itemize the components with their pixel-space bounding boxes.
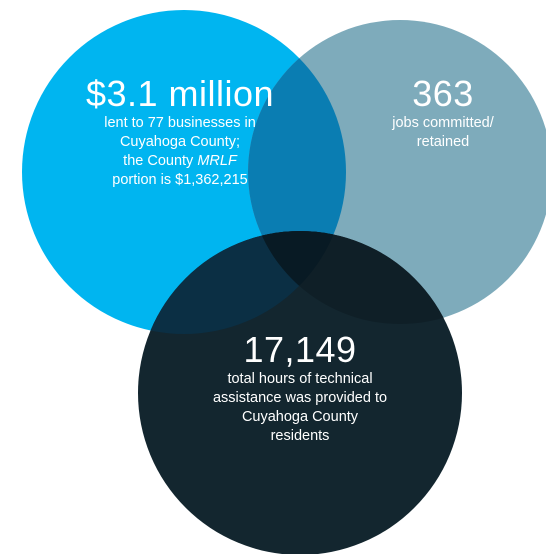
- bottom-desc-line: Cuyahoga County: [241, 409, 359, 425]
- bottom-headline: 17,149: [243, 329, 357, 370]
- left-desc-text: the County: [123, 153, 198, 169]
- bottom-desc-line: total hours of technical: [227, 371, 373, 387]
- bottom-stat: 17,149 total hours of technical assistan…: [192, 330, 408, 446]
- overlap-right-bottom: [248, 231, 462, 324]
- mrlf-italic: MRLF: [197, 153, 237, 169]
- right-stat: 363 jobs committed/ retained: [348, 74, 538, 152]
- bottom-desc-line: residents: [270, 428, 330, 444]
- left-desc-line: lent to 77 businesses in: [104, 115, 256, 131]
- left-headline: $3.1 million: [85, 73, 275, 114]
- right-description: jobs committed/ retained: [348, 114, 538, 152]
- left-desc-line: portion is $1,362,215: [112, 172, 248, 188]
- right-desc-line: jobs committed/: [392, 115, 494, 131]
- left-description: lent to 77 businesses in Cuyahoga County…: [62, 114, 298, 190]
- right-headline: 363: [412, 73, 474, 114]
- left-stat: $3.1 million lent to 77 businesses in Cu…: [62, 74, 298, 190]
- left-desc-line: Cuyahoga County;: [119, 134, 241, 150]
- bottom-description: total hours of technical assistance was …: [192, 370, 408, 446]
- right-desc-line: retained: [416, 134, 470, 150]
- overlap-left-bottom: [138, 231, 346, 334]
- bottom-desc-line: assistance was provided to: [212, 390, 388, 406]
- left-desc-line: the County MRLF: [62, 152, 298, 171]
